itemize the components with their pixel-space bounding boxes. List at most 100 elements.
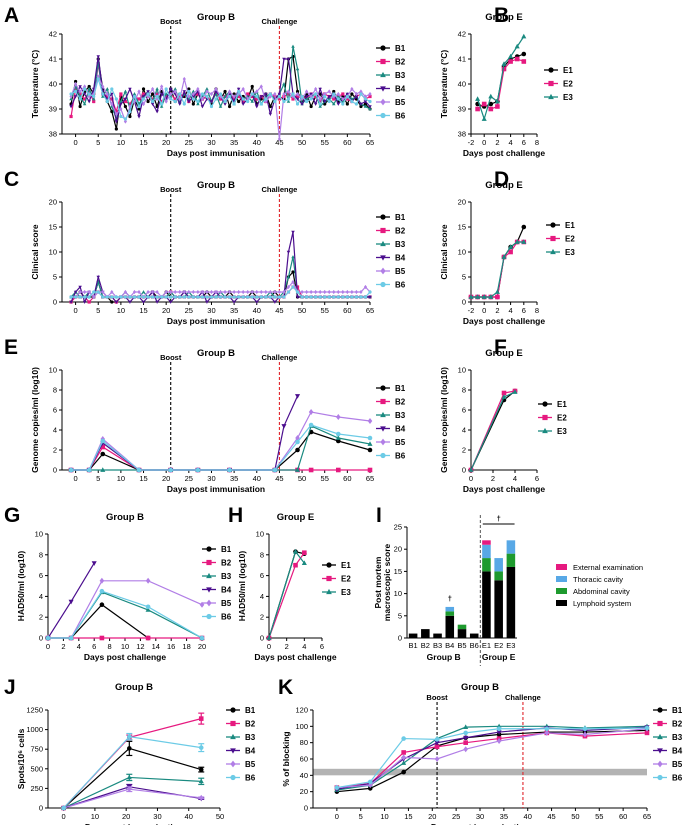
series-line [63,736,202,809]
legend-item-b6: B6 [226,774,256,783]
series-line [71,424,371,471]
data-point [282,91,286,97]
data-point [223,99,227,104]
bar-e2 [494,558,503,638]
data-point [582,726,588,732]
data-point [309,92,313,96]
data-point [78,289,82,295]
panel-k: K 0 20 40 60 80 100 120 0 5 10 15 20 25 30 35 40 45 50 55 60… [278,676,683,825]
data-point [345,94,349,99]
panel-letter: I [376,504,382,527]
data-point [241,99,245,104]
data-point [196,102,200,106]
category-label: B6 [470,641,479,650]
data-point [259,289,263,295]
data-point [250,289,254,295]
data-point [501,394,507,399]
data-point [273,289,277,295]
bar-segment-lymphoid-system [408,633,418,638]
data-point [354,102,359,106]
y-tick-label: 2 [462,446,466,455]
bar-segment-thoracic-cavity [445,606,455,612]
data-point [327,95,331,99]
x-tick-label: 4 [77,642,81,651]
panel-j: J 0 250 500 750 1000 1250 0 10 20 30 40 50 Days post … [4,676,256,825]
data-point [110,289,114,295]
data-point [363,97,368,101]
data-point [544,726,550,732]
y-tick-label: 0 [398,634,402,643]
legend-item-b4: B4 [376,425,406,434]
series-b1 [61,740,205,811]
data-point [255,300,259,304]
data-point [294,467,301,472]
legend-marker [657,733,663,740]
legend-label: B1 [395,384,406,393]
data-point [100,467,106,472]
y-tick-label: 8 [39,550,43,559]
y-tick-label: 6 [39,571,43,580]
data-point [168,300,173,304]
data-point [481,294,487,299]
legend-marker [380,112,386,119]
data-point [514,43,520,49]
data-point [198,716,204,721]
panel-title: Group B [106,512,144,523]
x-tick-label: 0 [74,474,78,483]
data-point [241,295,245,299]
data-point [191,95,196,99]
data-point [401,750,406,755]
data-point [241,86,245,92]
bar-b4 [445,606,455,638]
data-point [368,91,372,97]
legend-label: B5 [245,760,256,769]
legend-item-b5: B5 [376,98,406,107]
data-point [367,435,373,441]
data-point [218,295,223,299]
legend-marker [657,760,663,768]
data-point [332,295,336,299]
data-point [354,95,359,99]
data-point [582,731,588,738]
x-tick-label: 5 [96,474,100,483]
data-point [209,104,214,109]
y-axis-label: Clinical score [439,224,449,280]
legend-item-b1: B1 [653,706,683,715]
series-e3 [468,239,527,299]
data-point [218,97,223,101]
data-point [223,102,227,106]
data-point [304,95,309,99]
x-tick-label: 65 [366,138,374,147]
bar-segment-abdominal-cavity [494,571,503,581]
data-point [327,289,331,295]
x-tick-label: 40 [253,474,261,483]
series-line [336,726,648,790]
data-point [291,279,295,285]
data-point [141,92,146,96]
data-point [302,550,307,556]
data-point [508,53,514,59]
x-axis-label: Days post immunisation [431,822,529,825]
legend-label: E2 [557,414,567,423]
data-point [318,289,322,295]
data-point [78,92,82,96]
legend-item-b1: B1 [202,545,232,554]
data-point [332,289,336,295]
data-point [101,295,105,299]
x-tick-label: 60 [343,306,351,315]
legend-item-b3: B3 [202,572,232,581]
data-point [178,289,182,295]
data-point [434,740,440,746]
data-point [295,91,300,97]
legend-item-e2: E2 [538,414,567,423]
data-point [363,100,368,104]
legend-label: External examination [573,563,643,572]
data-point [327,89,331,94]
data-point [169,91,173,97]
data-point [332,89,336,94]
data-point [114,109,118,114]
data-point [126,774,132,780]
data-point [87,84,91,89]
x-tick-label: 2 [491,474,495,483]
